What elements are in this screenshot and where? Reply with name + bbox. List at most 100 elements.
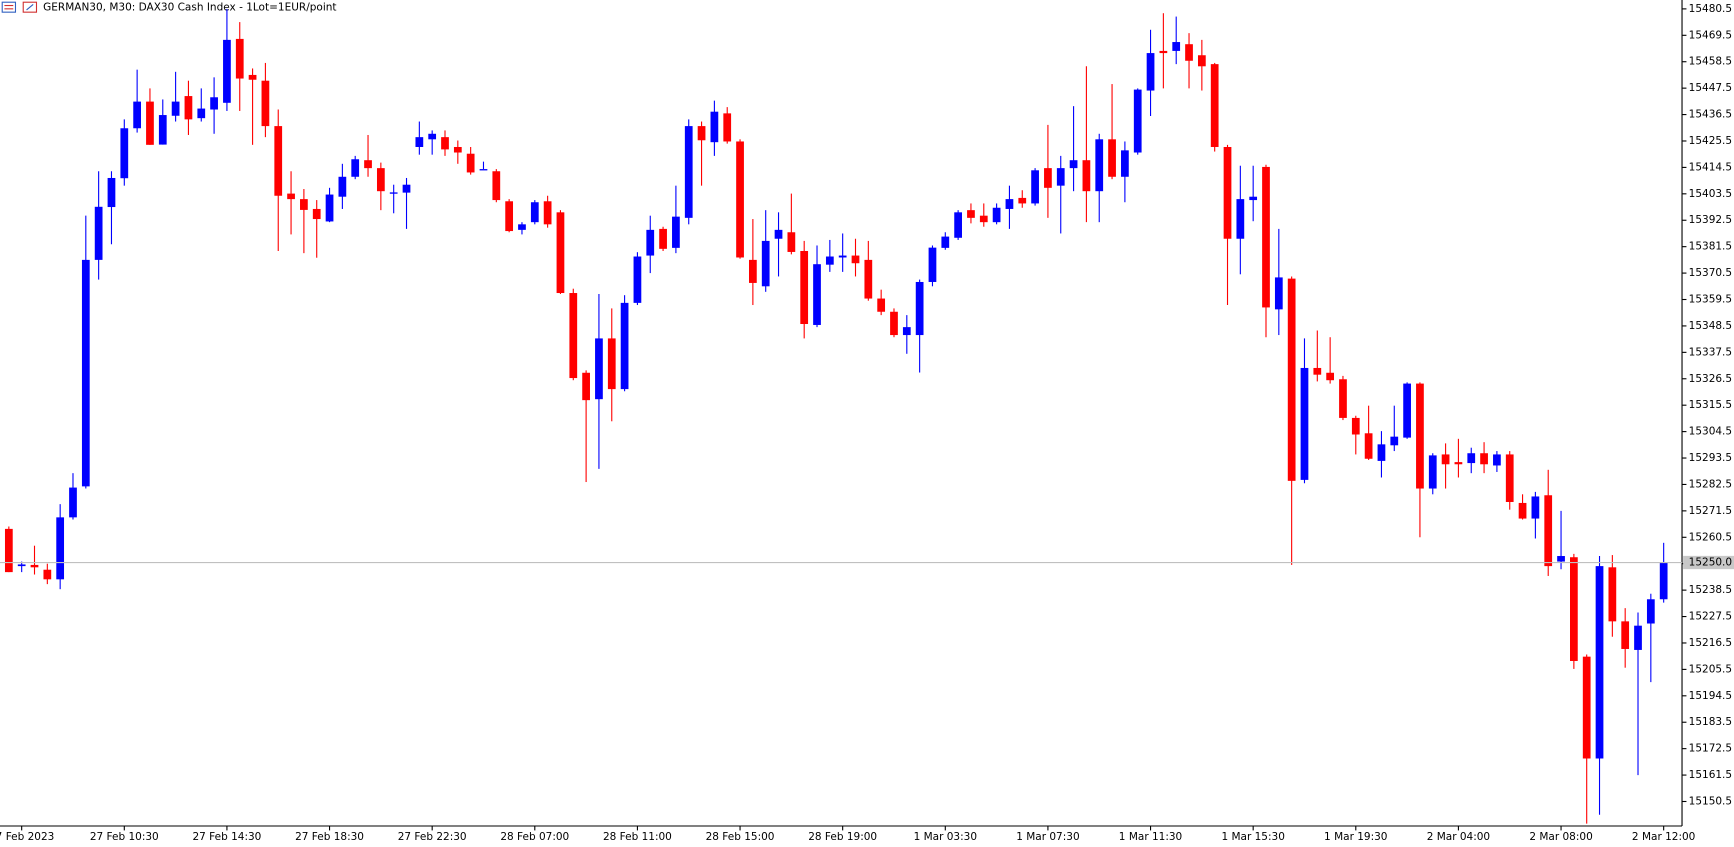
candle-body (402, 184, 411, 193)
chart-title: GERMAN30, M30: DAX30 Cash Index - 1Lot=1… (43, 2, 336, 14)
candle-body (453, 146, 462, 153)
candle-body (43, 569, 52, 580)
y-tick-label: 15392.5 (1689, 214, 1732, 226)
candle-body (1493, 454, 1501, 466)
candle-body (210, 97, 218, 110)
candle-body (620, 302, 629, 390)
candle-body (736, 141, 744, 258)
candle-body (774, 229, 783, 239)
candle-body (1326, 372, 1335, 381)
candle-body (1197, 55, 1206, 67)
candle-body (17, 564, 26, 567)
x-tick-label: 2 Mar 04:00 (1427, 831, 1490, 843)
candle-body (1621, 621, 1630, 649)
candle-body (1082, 160, 1091, 192)
candle-body (1608, 567, 1617, 622)
y-tick-label: 15282.5 (1689, 478, 1732, 490)
y-tick-label: 15337.5 (1689, 346, 1732, 358)
candle-body (389, 192, 398, 194)
y-tick-label: 15403.5 (1689, 188, 1732, 200)
candle-body (530, 202, 539, 223)
candle-body (1223, 146, 1232, 239)
candle-body (120, 128, 129, 179)
header-icons (1, 1, 38, 13)
x-tick-label: 28 Feb 07:00 (500, 831, 569, 843)
candle-body (1018, 197, 1027, 204)
candle-body (569, 293, 578, 379)
candle-body (1480, 453, 1488, 465)
y-tick-label: 15216.5 (1689, 637, 1732, 649)
candle-body (1441, 454, 1450, 465)
candle-body (825, 256, 834, 265)
candle-body (1582, 656, 1591, 759)
candle-body (235, 38, 244, 79)
x-tick-label: 27 Feb 2023 (0, 831, 54, 843)
icon (1, 1, 17, 13)
candle-body (94, 206, 103, 260)
current-price-label: 15250.0 (1689, 557, 1732, 569)
y-tick-label: 15326.5 (1689, 373, 1732, 385)
candle-body (1557, 556, 1565, 562)
candle-body (1364, 433, 1373, 459)
y-tick-label: 15161.5 (1689, 769, 1732, 781)
candle-body (351, 159, 360, 177)
candle-body (1236, 199, 1245, 239)
y-tick-label: 15458.5 (1689, 56, 1732, 68)
y-tick-label: 15205.5 (1689, 663, 1732, 675)
candle-body (1454, 462, 1463, 465)
candle-body (1390, 436, 1399, 446)
candle-body (1531, 496, 1540, 519)
candle-body (1262, 166, 1270, 308)
candle-body (710, 111, 719, 143)
y-tick-label: 15425.5 (1689, 135, 1732, 147)
y-tick-label: 15370.5 (1689, 267, 1732, 279)
candle-body (1133, 89, 1142, 153)
candle-body (1069, 160, 1078, 169)
candle-body (492, 171, 501, 201)
candle-body (428, 133, 437, 140)
candle-body (133, 101, 141, 129)
x-tick-label: 1 Mar 15:30 (1221, 831, 1284, 843)
candle-body (479, 169, 488, 171)
candle-body (954, 212, 962, 238)
candle-body (325, 194, 334, 222)
candle-body (248, 74, 257, 80)
candle-body (4, 528, 13, 573)
candle-body (56, 517, 65, 580)
candle-body (146, 101, 154, 145)
candle-body (1056, 168, 1065, 186)
candle-body (1249, 196, 1258, 201)
candle-body (890, 311, 898, 336)
candle-body (967, 210, 975, 218)
x-tick-label: 28 Feb 19:00 (808, 831, 877, 843)
y-tick-label: 15260.5 (1689, 531, 1732, 543)
y-tick-label: 15183.5 (1689, 716, 1732, 728)
x-tick-label: 27 Feb 22:30 (398, 831, 467, 843)
candle-body (376, 168, 385, 192)
candle-body (1403, 383, 1411, 438)
candle-body (518, 224, 526, 230)
y-tick-label: 15480.5 (1689, 3, 1732, 15)
candle-body (1659, 562, 1668, 600)
candle-body (1634, 625, 1642, 650)
x-tick-label: 1 Mar 19:30 (1324, 831, 1387, 843)
candle-body (274, 126, 283, 196)
candle-body (1210, 64, 1219, 147)
candle-body (582, 372, 590, 401)
candle-body (543, 201, 552, 225)
y-tick-label: 15238.5 (1689, 584, 1732, 596)
candle-body (684, 126, 693, 218)
y-tick-label: 15315.5 (1689, 399, 1732, 411)
y-tick-label: 15414.5 (1689, 161, 1732, 173)
candle-body (415, 137, 424, 147)
y-tick-label: 15436.5 (1689, 109, 1732, 121)
y-tick-label: 15172.5 (1689, 743, 1732, 755)
candle-body (672, 216, 680, 248)
candle-body (697, 126, 706, 141)
x-tick-label: 1 Mar 03:30 (914, 831, 977, 843)
candle-body (877, 298, 886, 312)
candle-body (223, 39, 231, 103)
candle-body (851, 255, 860, 264)
candle-body (1300, 367, 1309, 480)
